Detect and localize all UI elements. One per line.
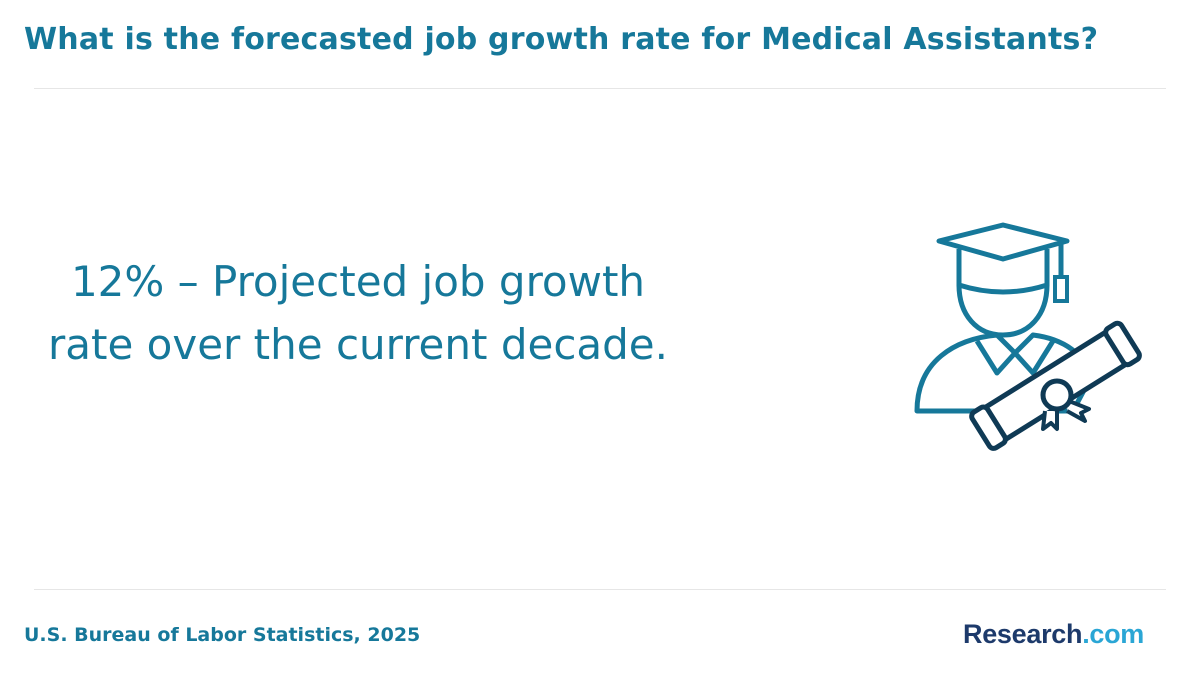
stat-text: 12% – Projected job growth rate over the… xyxy=(48,257,668,369)
source-citation: U.S. Bureau of Labor Statistics, 2025 xyxy=(24,624,421,646)
cap-band xyxy=(956,249,1050,295)
graduate-with-diploma-icon xyxy=(905,215,1150,465)
tassel-end xyxy=(1053,275,1069,303)
logo-tld: .com xyxy=(1082,619,1145,649)
seal-medal xyxy=(1040,378,1074,412)
research-com-logo[interactable]: Research.com xyxy=(963,619,1144,650)
bottom-divider xyxy=(34,589,1166,590)
page-title: What is the forecasted job growth rate f… xyxy=(24,22,1099,57)
top-divider xyxy=(34,88,1166,89)
graduate-head xyxy=(956,282,1050,338)
mortarboard xyxy=(936,222,1070,262)
seal-ribbon xyxy=(1041,399,1091,431)
logo-brand: Research xyxy=(963,619,1083,649)
graduate-collar xyxy=(974,339,1056,376)
